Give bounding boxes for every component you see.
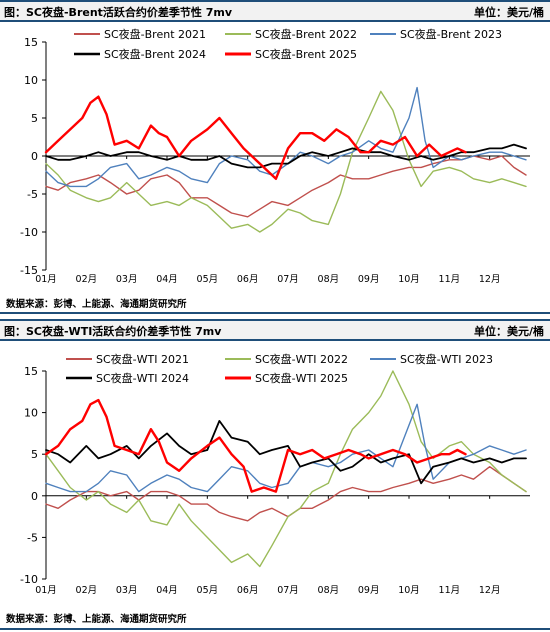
chart2-unit-label: 单位：美元/桶 <box>473 325 544 338</box>
series-line-1 <box>45 90 527 233</box>
x-tick-label: 06月 <box>237 274 259 285</box>
chart1-title: 图：SC夜盘-Brent活跃合约价差季节性 7mv <box>4 6 233 19</box>
legend-label: SC夜盘-Brent 2023 <box>400 27 502 41</box>
x-tick-label: 01月 <box>35 585 57 596</box>
y-tick-label: -5 <box>27 531 38 544</box>
series-line-2 <box>45 403 527 493</box>
legend-label: SC夜盘-Brent 2024 <box>104 47 206 61</box>
series-line-1 <box>45 370 527 568</box>
legend-label: SC夜盘-WTI 2023 <box>400 352 493 366</box>
chart2-source-rule <box>0 628 550 630</box>
x-tick-label: 03月 <box>116 585 138 596</box>
series-line-3 <box>45 143 527 169</box>
chart2-source: 数据来源：彭博、上能源、海通期货研究所 <box>6 614 187 625</box>
x-tick-label: 10月 <box>398 585 420 596</box>
series-line-4 <box>44 95 467 181</box>
x-tick-label: 02月 <box>76 585 98 596</box>
legend-label: SC夜盘-WTI 2024 <box>96 371 189 385</box>
x-tick-label: 02月 <box>76 274 98 285</box>
legend-label: SC夜盘-WTI 2022 <box>255 352 348 366</box>
y-tick-label: 15 <box>24 36 38 49</box>
x-tick-label: 11月 <box>439 274 461 285</box>
chart2-title: 图：SC夜盘-WTI活跃合约价差季节性 7mv <box>4 325 222 338</box>
legend-label: SC夜盘-WTI 2021 <box>96 352 189 366</box>
y-tick-label: 10 <box>24 407 38 420</box>
series-line-4 <box>44 398 467 493</box>
chart2-svg: -10 -5 0 5 10 15 01月 02月 03月 04月 05月 06月 07月 08月 09月 10… <box>20 352 530 596</box>
y-tick-label: 5 <box>31 448 38 461</box>
y-tick-label: 15 <box>24 365 38 378</box>
legend-label: SC夜盘-Brent 2022 <box>255 27 357 41</box>
chart1-unit-label: 单位：美元/桶 <box>473 6 544 19</box>
y-tick-label: 5 <box>31 112 38 125</box>
legend-label: SC夜盘-Brent 2025 <box>255 47 357 61</box>
series-line-3 <box>45 420 527 485</box>
chart1-source-rule <box>0 312 550 314</box>
x-tick-label: 04月 <box>156 274 178 285</box>
y-tick-label: 0 <box>31 150 38 163</box>
x-tick-label: 10月 <box>398 274 420 285</box>
y-tick-label: 10 <box>24 74 38 87</box>
y-tick-label: -15 <box>20 264 38 277</box>
x-tick-label: 07月 <box>277 585 299 596</box>
chart1-header: 图：SC夜盘-Brent活跃合约价差季节性 7mv 单位：美元/桶 <box>0 0 550 22</box>
x-tick-label: 08月 <box>318 274 340 285</box>
x-tick-label: 04月 <box>156 585 178 596</box>
x-tick-label: 07月 <box>277 274 299 285</box>
x-tick-label: 01月 <box>35 274 57 285</box>
x-tick-label: 03月 <box>116 274 138 285</box>
x-tick-label: 12月 <box>479 274 501 285</box>
x-tick-label: 11月 <box>439 585 461 596</box>
x-tick-label: 09月 <box>358 274 380 285</box>
chart2-header: 图：SC夜盘-WTI活跃合约价差季节性 7mv 单位：美元/桶 <box>0 319 550 341</box>
x-tick-label: 09月 <box>358 585 380 596</box>
chart1-svg: -15 -10 -5 0 5 10 15 01月 02月 03月 04月 05月 06月 07月 08月 09… <box>20 27 530 285</box>
series-line-2 <box>45 86 527 188</box>
series-line-0 <box>45 465 527 522</box>
x-tick-label: 06月 <box>237 585 259 596</box>
y-tick-label: -10 <box>20 226 38 239</box>
chart1-source: 数据来源：彭博、上能源、海通期货研究所 <box>6 299 187 310</box>
y-tick-label: 0 <box>31 490 38 503</box>
x-tick-label: 05月 <box>197 274 219 285</box>
series-line-0 <box>45 155 527 218</box>
y-tick-label: -5 <box>27 188 38 201</box>
x-tick-label: 08月 <box>318 585 340 596</box>
y-tick-label: -10 <box>20 573 38 586</box>
x-tick-label: 05月 <box>197 585 219 596</box>
legend-label: SC夜盘-Brent 2021 <box>104 27 206 41</box>
x-tick-label: 12月 <box>479 585 501 596</box>
legend-label: SC夜盘-WTI 2025 <box>255 371 348 385</box>
